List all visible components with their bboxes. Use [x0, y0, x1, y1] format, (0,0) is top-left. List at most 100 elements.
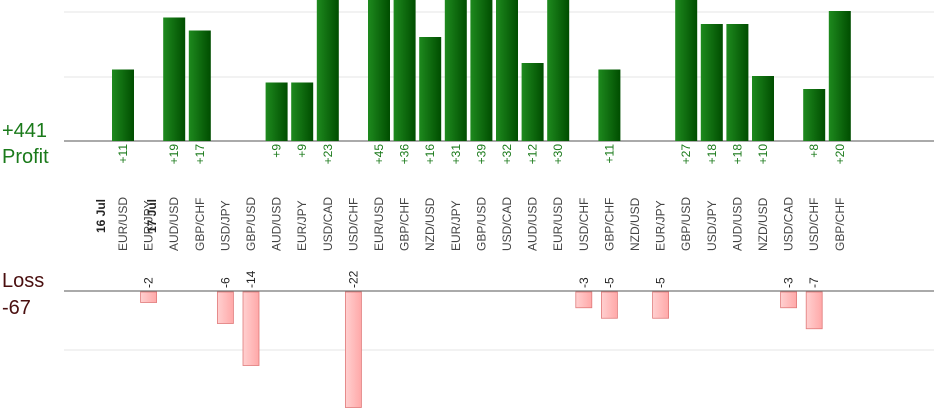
category-label: GBP/USD: [679, 197, 693, 251]
category-label: EUR/JPY: [449, 200, 463, 251]
category-labels: EUR/USD EUR/JPY AUD/USD GBP/CHF USD/JPY GBP/U…: [116, 197, 847, 251]
loss-value-label: -5: [602, 277, 616, 288]
category-label: EUR/JPY: [654, 200, 668, 251]
loss-label: Loss: [2, 270, 44, 292]
profit-bar: [188, 30, 211, 141]
profit-value-label: +17: [193, 144, 207, 165]
category-label: AUD/USD: [730, 197, 744, 251]
profit-value-label: +36: [398, 144, 412, 165]
category-label: USD/JPY: [705, 200, 719, 251]
profit-value-label: +12: [526, 144, 540, 165]
profit-value-label: +31: [449, 144, 463, 165]
profit-total: +441: [2, 120, 47, 142]
profit-value-label: +10: [756, 144, 770, 165]
category-label: AUD/USD: [167, 197, 181, 251]
profit-bar: [521, 63, 544, 141]
category-label: GBP/CHF: [602, 198, 616, 251]
category-label: USD/CHF: [577, 198, 591, 251]
profit-bar: [470, 0, 493, 141]
category-label: USD/CHF: [346, 198, 360, 251]
profit-value-label: +11: [602, 144, 616, 164]
loss-value-label: -7: [807, 277, 821, 288]
category-label: NZD/USD: [628, 197, 642, 251]
category-label: EUR/USD: [551, 197, 565, 251]
category-label: GBP/CHF: [398, 198, 412, 251]
profit-bar: [316, 0, 339, 141]
loss-bar: [216, 291, 234, 324]
category-label: EUR/JPY: [295, 200, 309, 251]
loss-value-label: -5: [654, 277, 668, 288]
category-label: USD/CAD: [321, 197, 335, 251]
date-label: 16 Jul: [94, 199, 108, 233]
profit-value-label: +18: [705, 144, 719, 165]
loss-value-labels: -2 -6 -14 -22 -3 -5 -5 -3 -7: [142, 270, 822, 288]
profit-bar: [368, 0, 390, 141]
profit-bar: [598, 69, 621, 141]
loss-grid: [64, 290, 934, 351]
loss-bars: [140, 291, 823, 408]
loss-value-label: -6: [218, 277, 232, 288]
category-label: NZD/USD: [756, 197, 770, 251]
loss-value-label: -14: [244, 270, 258, 288]
loss-bar: [242, 291, 260, 366]
profit-value-label: +19: [167, 144, 181, 165]
loss-bar: [805, 291, 823, 330]
profit-value-label: +9: [295, 144, 309, 158]
profit-bar: [393, 0, 416, 141]
loss-value-label: -3: [577, 277, 591, 288]
category-label: GBP/USD: [474, 197, 488, 251]
loss-bar: [780, 291, 797, 309]
profit-value-label: +16: [423, 144, 437, 165]
profit-bar: [163, 17, 186, 141]
profit-value-label: +30: [551, 144, 565, 165]
profit-value-labels: +11 +19 +17 +9 +9 +23 +45 +36 +16 +31 +39 +32 +12 +30…: [116, 144, 847, 165]
loss-bar: [140, 291, 158, 303]
profit-value-label: +11: [116, 144, 130, 164]
profit-label: Profit: [2, 146, 49, 168]
loss-value-label: -22: [346, 270, 360, 288]
profit-bar: [444, 0, 467, 141]
loss-bar: [652, 291, 669, 319]
category-label: GBP/CHF: [833, 198, 847, 251]
category-label: EUR/USD: [116, 197, 130, 251]
category-label: GBP/USD: [244, 197, 258, 251]
date-label: 17 Jul: [145, 199, 159, 233]
profit-bar: [496, 0, 518, 141]
loss-value-label: -3: [782, 277, 796, 288]
date-labels: 16 Jul 17 Jul: [94, 199, 159, 233]
category-label: GBP/CHF: [193, 198, 207, 251]
loss-bar: [344, 291, 362, 408]
category-label: NZD/USD: [423, 197, 437, 251]
profit-bar: [419, 37, 442, 141]
loss-value-label: -2: [142, 277, 156, 288]
category-label: USD/CAD: [782, 197, 796, 251]
profit-value-label: +27: [679, 144, 693, 165]
category-label: AUD/USD: [526, 197, 540, 251]
profit-value-label: +8: [807, 144, 821, 158]
profit-bar: [112, 69, 134, 141]
profit-bar: [675, 0, 698, 141]
profit-bar: [265, 82, 288, 141]
profit-bar: [700, 24, 723, 141]
loss-bar: [575, 291, 593, 309]
profit-bar: [803, 89, 826, 141]
profit-bar: [752, 76, 774, 141]
category-label: USD/CAD: [500, 197, 514, 251]
profit-bars: [112, 0, 851, 141]
profit-value-label: +20: [833, 144, 847, 165]
profit-value-label: +23: [321, 144, 335, 165]
profit-value-label: +39: [474, 144, 488, 165]
profit-bar: [726, 24, 749, 141]
profit-value-label: +45: [372, 144, 386, 165]
loss-total: -67: [2, 297, 31, 319]
profit-value-label: +18: [730, 144, 744, 165]
profit-bar: [828, 11, 851, 141]
profit-bar: [291, 82, 314, 141]
category-label: USD/CHF: [807, 198, 821, 251]
profit-value-label: +9: [270, 144, 284, 158]
category-label: EUR/USD: [372, 197, 386, 251]
profit-value-label: +32: [500, 144, 514, 165]
loss-bar: [601, 291, 618, 319]
profit-bar: [547, 0, 570, 141]
